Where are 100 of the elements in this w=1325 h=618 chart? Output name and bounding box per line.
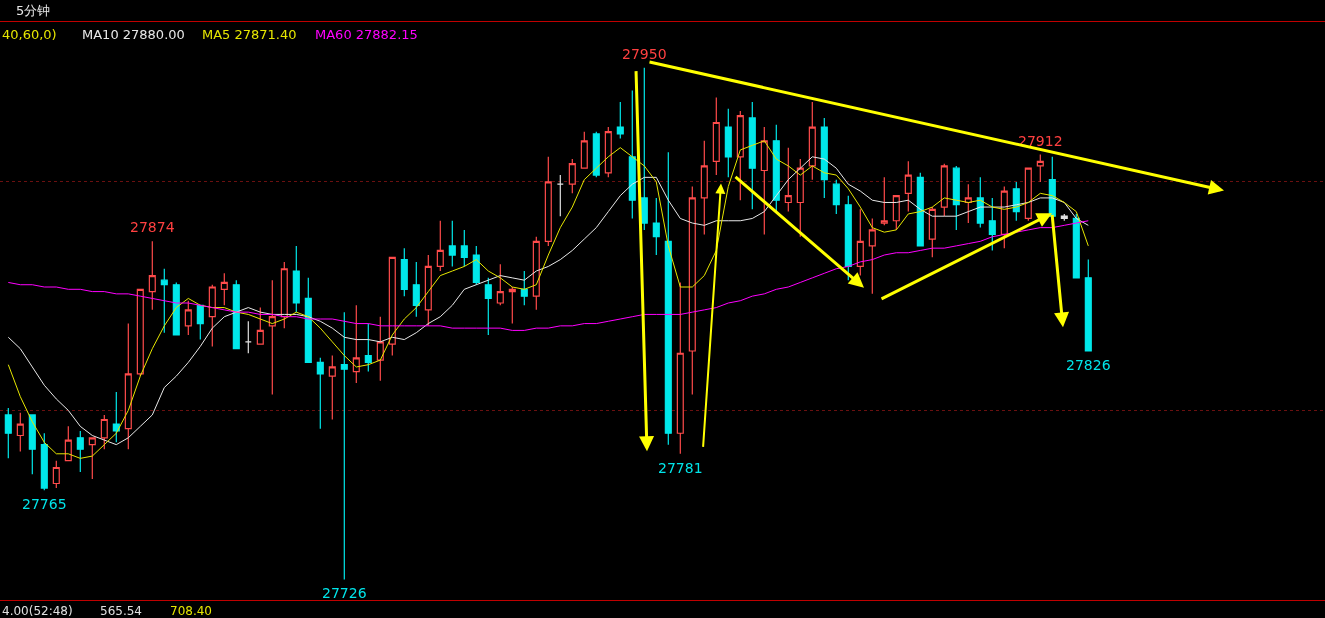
- candlestick: [508, 286, 516, 325]
- candlestick: [256, 306, 264, 345]
- candlestick: [784, 147, 792, 213]
- candlestick: [136, 288, 144, 377]
- text: MA60 27882.15: [315, 27, 418, 42]
- annotation: 27726: [322, 585, 367, 601]
- candlestick: [172, 281, 180, 336]
- candlestick: [904, 160, 912, 213]
- candlestick: [712, 96, 720, 176]
- candlestick: [52, 460, 60, 489]
- candlestick: [280, 261, 288, 329]
- candlestick: [844, 195, 852, 281]
- candlestick: [652, 197, 660, 256]
- candlestick: [688, 185, 696, 395]
- annotation: 27826: [1066, 357, 1111, 373]
- annotation: 40,60,0): [2, 27, 57, 42]
- candlestick: [952, 165, 960, 231]
- candlestick: [28, 414, 36, 475]
- text: MA5 27871.40: [202, 27, 297, 42]
- candlestick: [412, 261, 420, 318]
- text: 565.54: [100, 604, 142, 618]
- candlestick: [976, 176, 984, 229]
- candlestick: [772, 124, 780, 213]
- candlestick: [4, 407, 12, 459]
- candlestick: [880, 176, 888, 226]
- candlestick: [88, 437, 96, 480]
- annotation: 27781: [658, 460, 703, 476]
- candlestick: [268, 279, 276, 395]
- candlestick: [364, 322, 372, 373]
- candlestick: [796, 158, 804, 238]
- candlestick: [640, 67, 648, 231]
- candlestick: [808, 101, 816, 181]
- candlestick: [544, 156, 552, 247]
- candlestick: [496, 263, 504, 306]
- candlestick: [460, 229, 468, 268]
- candlestick: [16, 412, 24, 453]
- candlestick: [232, 279, 240, 350]
- candlestick: [520, 270, 528, 306]
- candlestick: [148, 240, 156, 311]
- candlestick: [100, 414, 108, 450]
- candlestick: [760, 126, 768, 236]
- candlestick: [592, 131, 600, 178]
- candlestick: [988, 197, 996, 252]
- candlestick: [700, 140, 708, 236]
- candlestick: [820, 117, 828, 199]
- candlestick: [64, 425, 72, 462]
- candlestick: [1084, 259, 1092, 352]
- candlestick: [532, 236, 540, 311]
- candlestick: [472, 245, 480, 286]
- candlestick: [316, 357, 324, 430]
- candlestick: [940, 163, 948, 217]
- candlestick: [196, 304, 204, 341]
- candlestick: [244, 320, 252, 354]
- candlestick: [856, 208, 864, 277]
- candlestick: [556, 174, 564, 217]
- candlestick: [628, 89, 636, 220]
- candlestick: [484, 277, 492, 336]
- candlestick: [124, 322, 132, 450]
- candlestick: [676, 281, 684, 455]
- candlestick: [1036, 153, 1044, 183]
- chart-title: 5分钟: [16, 3, 51, 18]
- candlestick: [868, 217, 876, 295]
- candlestick: [340, 311, 348, 581]
- candlestick: [292, 245, 300, 313]
- annotation: 27765: [22, 496, 67, 512]
- candlestick: [436, 220, 444, 272]
- candlestick: [376, 316, 384, 382]
- candlestick: [184, 300, 192, 336]
- candlestick: [208, 284, 216, 348]
- candlestick: [1000, 185, 1008, 249]
- candlestick: [76, 430, 84, 473]
- candlestick: [1072, 213, 1080, 279]
- candlestick: [160, 268, 168, 334]
- candlestick: [352, 304, 360, 384]
- candlestick: [568, 158, 576, 194]
- text: 708.40: [170, 604, 212, 618]
- candlestick: [448, 220, 456, 268]
- candlestick: [748, 101, 756, 210]
- candlestick: [832, 179, 840, 215]
- candlestick: [724, 108, 732, 178]
- candlestick: [616, 101, 624, 140]
- candlestick: [388, 256, 396, 357]
- candlestick: [40, 432, 48, 491]
- candlestick: [220, 272, 228, 306]
- candlestick: [400, 247, 408, 297]
- candlestick: [892, 195, 900, 231]
- candlestick: [664, 151, 672, 446]
- candlestick: [424, 254, 432, 327]
- candlestick: [604, 126, 612, 178]
- annotation: 27950: [622, 46, 667, 62]
- candlestick: [736, 110, 744, 201]
- text: 4.00(52:48): [2, 604, 73, 618]
- annotation: 27874: [130, 219, 175, 235]
- candlestick: [112, 391, 120, 443]
- candlestick: [1012, 181, 1020, 222]
- candlestick: [328, 354, 336, 421]
- candlestick: [928, 206, 936, 258]
- candlestick: [1024, 167, 1032, 222]
- text: MA10 27880.00: [82, 27, 185, 42]
- candlestick: [580, 131, 588, 169]
